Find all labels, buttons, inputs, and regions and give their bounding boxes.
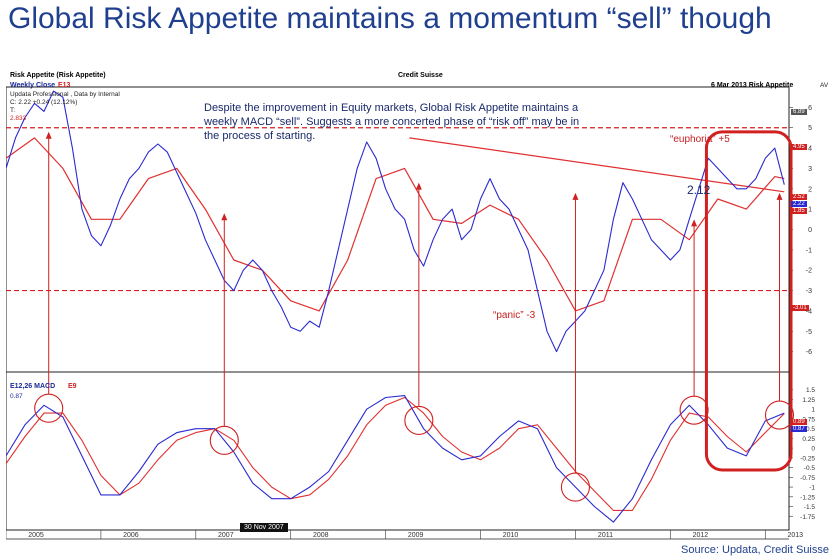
upper-y-tick-label: 6 bbox=[808, 105, 812, 112]
tag-top: 6.89 bbox=[791, 109, 807, 115]
lower-y-tick-label: 0.5 bbox=[806, 426, 815, 433]
header-right: 6 Mar 2013 Risk Appetite bbox=[711, 82, 794, 89]
tag-euphoria: 4.95 bbox=[791, 144, 807, 150]
upper-y-tick-label: 0 bbox=[808, 227, 812, 234]
slide-title: Global Risk Appetite maintains a momentu… bbox=[8, 2, 772, 35]
recent-period-highlight-box bbox=[704, 130, 793, 472]
annotation-panic: “panic” -3 bbox=[493, 310, 536, 321]
upper-y-tick-label: 2 bbox=[808, 186, 812, 193]
upper-legend-ema: E13 bbox=[58, 82, 71, 89]
x-tick-label: 2005 bbox=[28, 532, 44, 539]
trend-line bbox=[409, 137, 785, 193]
annotation-value: 2.12 bbox=[687, 183, 711, 197]
x-tick-label: 2012 bbox=[693, 532, 709, 539]
chart-area: 6 5 4 3 2 1 0 -1 -2 -3 -4 -5 -6 1.5 1.25 1 0.75 0.5 0.25 0 -… bbox=[6, 70, 839, 542]
info-line-1: Updata Professional , Data by Internal bbox=[10, 91, 120, 98]
ema-line bbox=[6, 137, 785, 312]
lower-y-tick-label: 1.25 bbox=[802, 397, 815, 404]
lower-y-tick-label: -0.75 bbox=[800, 475, 815, 482]
x-tick-label: 2009 bbox=[408, 532, 424, 539]
upper-y-tick-label: -4 bbox=[806, 308, 812, 315]
lower-y-tick-label: 0.25 bbox=[802, 436, 815, 443]
tag-panic: -3.01 bbox=[791, 305, 809, 311]
chart-svg: 6 5 4 3 2 1 0 -1 -2 -3 -4 -5 -6 1.5 1.25 1 0.75 0.5 0.25 0 -… bbox=[6, 86, 816, 540]
lower-y-tick-label: -0.5 bbox=[804, 465, 816, 472]
signal-arrow-head bbox=[415, 182, 422, 190]
info-line-2: C: 2.22 +0.24 (12.12%) bbox=[10, 99, 78, 106]
header-center: Credit Suisse bbox=[398, 72, 443, 79]
risk-appetite-line bbox=[6, 90, 785, 353]
x-tick-label: 2010 bbox=[503, 532, 519, 539]
lower-y-tick-label: 1.5 bbox=[806, 387, 815, 394]
lower-legend-macd: E12,26 MACD bbox=[10, 383, 56, 390]
upper-y-tick-label: 5 bbox=[808, 125, 812, 132]
upper-y-tick-label: -1 bbox=[806, 247, 812, 254]
lower-y-tick-label: 1 bbox=[811, 407, 815, 414]
upper-y-tick-label: -2 bbox=[806, 268, 812, 275]
lower-y-tick-label: -0.25 bbox=[800, 455, 815, 462]
x-tick-label: 2011 bbox=[598, 532, 613, 539]
tag-macd-red: 0.89 bbox=[791, 419, 807, 425]
tag-last-blue: 2.22 bbox=[791, 201, 807, 207]
signal-arrow-head bbox=[45, 131, 52, 139]
annotation-main: Despite the improvement in Equity market… bbox=[204, 102, 580, 142]
lower-y-tick-label: 0.75 bbox=[802, 416, 815, 423]
lower-y-tick-label: 0 bbox=[811, 446, 815, 453]
signal-arrow-head bbox=[221, 213, 228, 221]
upper-y-tick-label: -3 bbox=[806, 288, 812, 295]
upper-y-tick-label: 1 bbox=[808, 207, 812, 214]
date-marker: 30 Nov 2007 bbox=[240, 523, 288, 532]
tag-last-red: 2.52 bbox=[791, 194, 807, 200]
signal-arrow-head bbox=[572, 192, 579, 200]
x-tick-label: 2013 bbox=[787, 532, 803, 539]
signal-arrow-head bbox=[691, 219, 698, 227]
upper-legend-close: Weekly Close bbox=[10, 82, 56, 89]
upper-y-tick-label: -5 bbox=[806, 329, 812, 336]
lower-y-tick-label: -1 bbox=[809, 485, 815, 492]
lower-y-tick-label: -1.75 bbox=[800, 514, 815, 521]
lower-y-tick-label: -1.25 bbox=[800, 494, 815, 501]
tag-macd-blue: 0.87 bbox=[791, 426, 807, 432]
upper-y-tick-label: 4 bbox=[808, 146, 812, 153]
upper-y-tick-label: 3 bbox=[808, 166, 812, 173]
macd-line bbox=[6, 395, 785, 523]
upper-y-tick-label: -6 bbox=[806, 349, 812, 356]
header-corner: AV bbox=[820, 82, 829, 89]
header-left: Risk Appetite (Risk Appetite) bbox=[10, 72, 106, 79]
info-line-4: 2.833 bbox=[10, 115, 27, 122]
source-note: Source: Updata, Credit Suisse bbox=[681, 544, 829, 556]
lower-value: 0.87 bbox=[10, 393, 23, 400]
signal-arrow-head bbox=[776, 192, 783, 200]
x-tick-label: 2007 bbox=[218, 532, 234, 539]
info-line-3: T: bbox=[10, 107, 16, 114]
tag-trend: 1.85 bbox=[791, 208, 807, 214]
x-tick-label: 2008 bbox=[313, 532, 329, 539]
lower-legend-signal: E9 bbox=[68, 383, 77, 390]
annotation-euphoria: “euphoria” +5 bbox=[670, 134, 730, 145]
lower-panel-frame bbox=[6, 371, 790, 531]
x-tick-label: 2006 bbox=[123, 532, 139, 539]
macd-signal-line bbox=[6, 396, 785, 511]
lower-y-tick-label: -1.5 bbox=[804, 504, 816, 511]
